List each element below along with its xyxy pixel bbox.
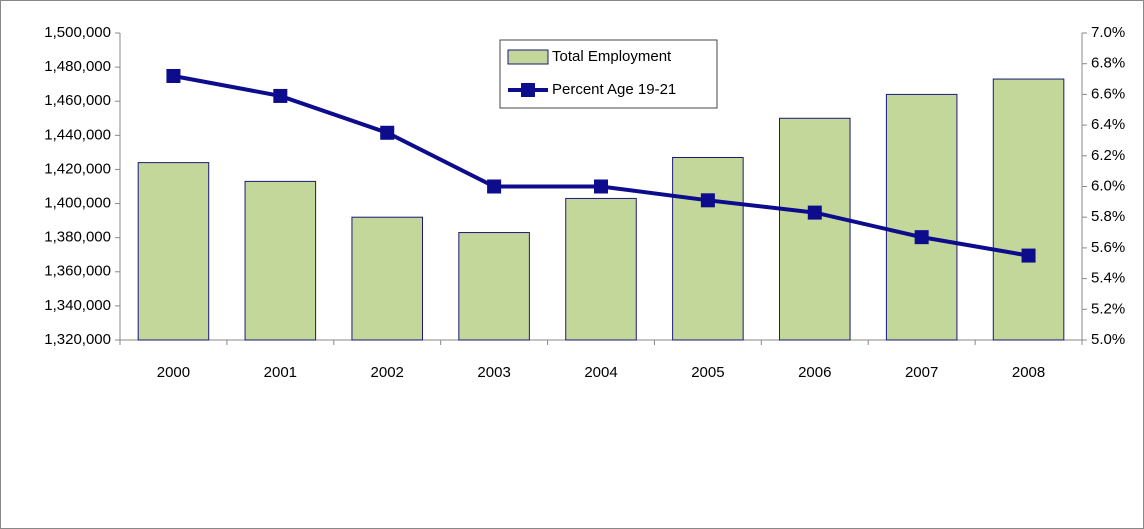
- bar: [458, 232, 530, 341]
- legend-label: Percent Age 19-21: [552, 81, 676, 98]
- marker: [914, 230, 929, 245]
- legend-label: Total Employment: [552, 48, 672, 65]
- marker: [700, 193, 715, 208]
- y-tick-label: 1,340,000: [44, 297, 111, 314]
- y-tick-label: 1,380,000: [44, 229, 111, 246]
- bar: [992, 78, 1065, 341]
- y2-tick-label: 5.0%: [1091, 331, 1125, 348]
- bar: [565, 197, 637, 341]
- y2-tick-label: 6.4%: [1091, 116, 1125, 133]
- y-tick-label: 1,420,000: [44, 160, 111, 177]
- bar: [885, 93, 958, 341]
- y-tick-label: 1,400,000: [44, 195, 111, 212]
- x-tick-label: 2006: [798, 364, 831, 381]
- y2-tick-label: 6.8%: [1091, 55, 1125, 72]
- y2-tick-label: 5.2%: [1091, 300, 1125, 317]
- marker: [487, 179, 502, 194]
- y2-tick-label: 7.0%: [1091, 24, 1125, 41]
- y-tick-label: 1,360,000: [44, 263, 111, 280]
- marker: [380, 125, 395, 140]
- x-tick-label: 2007: [905, 364, 938, 381]
- y2-tick-label: 5.8%: [1091, 208, 1125, 225]
- y-tick-label: 1,440,000: [44, 126, 111, 143]
- marker: [166, 68, 181, 83]
- legend-swatch: [507, 49, 549, 65]
- bar: [672, 157, 744, 341]
- marker: [594, 179, 608, 194]
- y2-tick-label: 6.6%: [1091, 85, 1125, 102]
- x-tick-label: 2002: [371, 364, 404, 381]
- bar: [351, 216, 423, 341]
- bar: [137, 162, 210, 341]
- marker: [273, 88, 288, 103]
- y2-tick-label: 5.4%: [1091, 270, 1125, 287]
- y2-tick-label: 6.2%: [1091, 147, 1125, 164]
- y-tick-label: 1,480,000: [44, 58, 111, 75]
- x-tick-label: 2005: [691, 364, 724, 381]
- x-tick-label: 2000: [157, 364, 190, 381]
- bar: [779, 117, 851, 341]
- y2-tick-label: 5.6%: [1091, 239, 1125, 256]
- x-tick-label: 2008: [1012, 364, 1045, 381]
- y-tick-label: 1,460,000: [44, 92, 111, 109]
- bar: [244, 180, 317, 341]
- x-tick-label: 2003: [477, 364, 510, 381]
- x-tick-label: 2001: [264, 364, 297, 381]
- y2-tick-label: 6.0%: [1091, 177, 1125, 194]
- marker: [1021, 248, 1036, 263]
- legend-marker: [521, 83, 535, 97]
- y-tick-label: 1,320,000: [44, 331, 111, 348]
- marker: [807, 205, 822, 220]
- y-tick-label: 1,500,000: [44, 24, 111, 41]
- x-tick-label: 2004: [584, 364, 617, 381]
